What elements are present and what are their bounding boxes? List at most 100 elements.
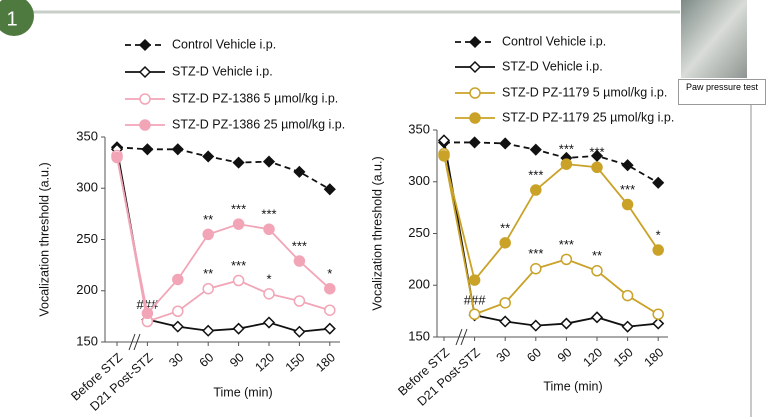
y-axis-label: Vocalization threshold (a.u.) [37,162,51,316]
marker [530,184,542,196]
marker [468,308,481,320]
marker [652,317,665,330]
y-axis-label: Vocalization threshold (a.u.) [370,156,384,310]
legend-label: STZ-D Vehicle i.p. [502,59,603,73]
marker [530,262,542,275]
x-tick-label: 60 [524,345,544,365]
significance-label: *** [589,145,604,160]
axis-break [455,328,468,346]
legend-label: STZ-D Vehicle i.p. [172,64,273,78]
marker [499,137,512,150]
marker [232,274,245,287]
significance-label: ** [203,212,213,227]
y-tick-label: 350 [408,121,430,136]
marker [324,282,336,295]
marker [111,151,123,164]
x-tick-label: 30 [494,345,514,365]
marker [202,150,215,163]
significance-label: *** [559,142,574,157]
legend-label: STZ-D PZ-1386 25 µmol/kg i.p. [172,117,345,131]
marker [468,274,481,286]
significance-label: ** [203,266,213,281]
significance-label: *** [231,258,246,273]
marker [293,295,306,307]
marker [499,315,512,328]
marker [262,316,276,329]
photo [681,0,747,78]
significance-label: *** [528,167,543,182]
marker [141,307,154,320]
marker [529,143,542,156]
y-tick-label: 200 [408,277,430,292]
marker [590,149,604,162]
marker [469,112,481,124]
x-tick-label: 60 [197,350,217,370]
x-tick-label: 150 [283,350,308,374]
y-tick-label: 150 [408,328,430,343]
significance-label: *** [261,207,276,222]
y-tick-label: 250 [76,231,98,246]
marker [499,297,511,309]
x-tick-label: 150 [611,345,636,369]
marker [499,237,511,249]
significance-label: *** [292,238,307,253]
y-tick-label: 250 [408,225,430,240]
axis-break [128,333,141,351]
marker [171,320,184,333]
marker [652,176,665,189]
marker [171,143,184,156]
legend-label: STZ-D PZ-1179 25 µmol/kg i.p. [502,110,674,124]
marker [323,183,336,196]
x-tick-label: 180 [642,345,667,369]
marker [591,161,603,174]
marker [469,87,481,99]
marker [263,223,275,235]
marker [560,253,573,266]
marker [560,317,573,330]
marker [293,165,306,178]
x-tick-label: 180 [313,350,338,374]
photo-caption: Paw pressure test [678,79,766,105]
marker [232,156,245,169]
marker [139,119,151,131]
y-tick-label: 200 [76,282,98,297]
significance-label: ### [464,293,486,308]
x-axis-label: Time (min) [213,385,272,399]
marker [621,198,634,211]
marker [437,134,451,147]
marker [232,218,245,230]
significance-label: *** [231,202,246,217]
x-tick-label: 90 [555,345,575,365]
legend-label: Control Vehicle i.p. [172,37,276,51]
y-tick-label: 350 [76,128,98,143]
marker [138,65,152,79]
marker [324,304,336,316]
marker [560,158,573,170]
marker [590,311,604,324]
badge-number: 1 [6,8,17,30]
x-tick-label: 30 [166,350,186,370]
significance-label: * [327,266,332,281]
x-axis-label: Time (min) [543,379,602,393]
significance-label: ** [500,220,510,235]
marker [652,308,664,320]
marker [232,322,245,335]
y-tick-label: 300 [408,173,430,188]
significance-label: * [266,271,271,286]
marker [263,288,275,300]
marker [202,324,215,337]
marker [138,38,152,52]
x-tick-label: 90 [227,350,247,370]
marker [652,244,664,256]
significance-label: ### [137,297,159,312]
marker [621,159,634,172]
y-tick-label: 150 [76,333,98,348]
marker [468,136,481,149]
x-tick-label: 120 [252,350,277,374]
marker [529,319,542,332]
marker [293,255,306,267]
marker [323,322,336,335]
series-line [116,157,331,316]
significance-label: *** [528,246,543,261]
